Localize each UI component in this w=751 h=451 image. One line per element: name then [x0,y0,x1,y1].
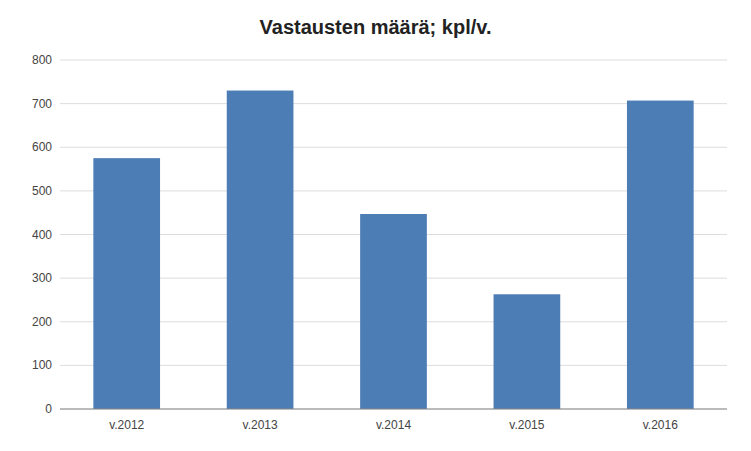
bars [93,91,693,409]
title: Vastausten määrä; kpl/v. [260,16,492,38]
bar [494,294,561,409]
y-tick-label: 600 [32,140,52,154]
bar [227,91,294,409]
x-tick-label: v.2013 [243,418,278,432]
grid-line [60,409,727,410]
grid-line [60,60,727,61]
x-tick-label: v.2015 [509,418,544,432]
x-tick-label: v.2012 [109,418,144,432]
bar [627,101,694,409]
y-tick-label: 200 [32,315,52,329]
background [0,0,751,451]
x-axis: v.2012 v.2013 v.2014 v.2015 v.2016 [60,409,727,432]
y-tick-label: 700 [32,97,52,111]
x-tick-label: v.2014 [376,418,411,432]
x-tick-label: v.2016 [643,418,678,432]
y-axis: 0 100 200 300 400 500 600 700 800 [32,53,727,416]
bar [93,158,160,409]
y-tick-label: 400 [32,228,52,242]
x-axis-line [60,409,727,410]
y-tick-label: 800 [32,53,52,67]
y-tick-label: 100 [32,358,52,372]
bar [360,214,427,409]
y-tick-label: 0 [45,402,52,416]
y-tick-label: 300 [32,271,52,285]
y-tick-label: 500 [32,184,52,198]
chart-container: Vastausten määrä; kpl/v. 0 100 200 300 400 500… [0,0,751,451]
chart: Vastausten määrä; kpl/v. 0 100 200 300 400 500… [0,0,751,451]
